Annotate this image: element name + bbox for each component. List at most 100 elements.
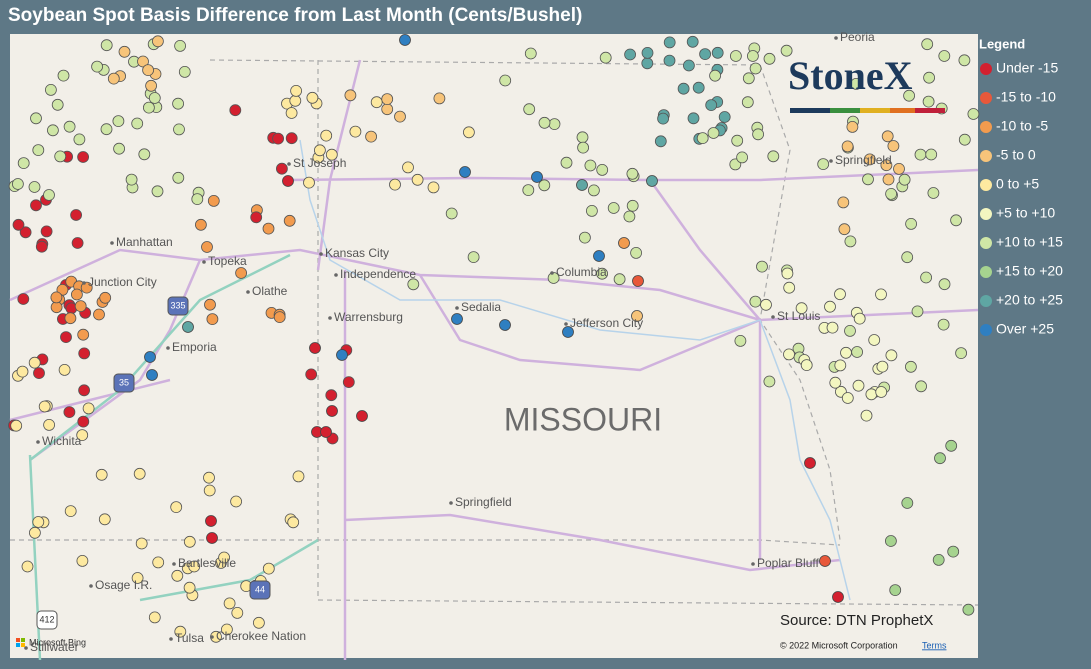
site-marker[interactable]: [524, 47, 537, 60]
site-marker[interactable]: [342, 376, 355, 389]
site-marker[interactable]: [349, 125, 362, 138]
terms-link[interactable]: Terms: [922, 640, 947, 650]
site-marker[interactable]: [43, 189, 55, 201]
site-marker[interactable]: [560, 156, 573, 169]
site-marker[interactable]: [863, 153, 876, 166]
site-marker[interactable]: [705, 99, 718, 111]
site-marker[interactable]: [914, 148, 927, 161]
site-marker[interactable]: [206, 532, 218, 544]
site-marker[interactable]: [499, 74, 512, 87]
site-marker[interactable]: [958, 133, 971, 146]
site-marker[interactable]: [306, 91, 319, 104]
site-marker[interactable]: [289, 94, 302, 107]
site-marker[interactable]: [78, 347, 91, 360]
site-marker[interactable]: [915, 380, 927, 393]
site-marker[interactable]: [937, 318, 950, 331]
site-marker[interactable]: [841, 140, 854, 153]
site-marker[interactable]: [938, 50, 951, 62]
site-marker[interactable]: [325, 389, 338, 402]
site-marker[interactable]: [394, 110, 406, 123]
site-marker[interactable]: [851, 346, 863, 358]
site-marker[interactable]: [576, 131, 589, 144]
site-marker[interactable]: [201, 241, 213, 253]
site-marker[interactable]: [850, 78, 863, 90]
site-marker[interactable]: [747, 50, 759, 62]
site-marker[interactable]: [137, 55, 149, 68]
site-marker[interactable]: [40, 225, 53, 238]
site-marker[interactable]: [230, 495, 243, 508]
site-marker[interactable]: [113, 142, 125, 155]
site-marker[interactable]: [43, 418, 55, 431]
site-marker[interactable]: [370, 96, 383, 109]
site-marker[interactable]: [838, 223, 851, 236]
site-marker[interactable]: [898, 173, 911, 186]
site-marker[interactable]: [178, 66, 191, 78]
site-marker[interactable]: [235, 267, 248, 279]
site-marker[interactable]: [596, 267, 608, 280]
site-marker[interactable]: [77, 151, 89, 163]
site-marker[interactable]: [191, 193, 204, 206]
site-marker[interactable]: [893, 162, 905, 175]
site-marker[interactable]: [641, 47, 654, 59]
site-marker[interactable]: [151, 35, 164, 48]
site-marker[interactable]: [624, 48, 636, 61]
site-marker[interactable]: [125, 173, 138, 186]
site-marker[interactable]: [262, 222, 275, 235]
site-marker[interactable]: [135, 537, 148, 550]
site-marker[interactable]: [921, 38, 934, 51]
site-marker[interactable]: [865, 388, 878, 401]
site-marker[interactable]: [922, 95, 935, 108]
site-marker[interactable]: [538, 179, 551, 192]
site-marker[interactable]: [499, 319, 511, 331]
site-marker[interactable]: [381, 103, 394, 116]
site-marker[interactable]: [781, 267, 794, 280]
site-marker[interactable]: [646, 175, 658, 187]
site-marker[interactable]: [734, 334, 747, 347]
site-marker[interactable]: [60, 331, 72, 344]
site-marker[interactable]: [903, 89, 915, 102]
site-marker[interactable]: [584, 159, 597, 172]
site-marker[interactable]: [32, 516, 45, 528]
site-marker[interactable]: [875, 288, 887, 301]
site-marker[interactable]: [77, 415, 90, 428]
site-marker[interactable]: [74, 300, 87, 313]
site-marker[interactable]: [832, 591, 844, 603]
site-marker[interactable]: [780, 44, 793, 57]
site-marker[interactable]: [402, 161, 414, 174]
site-marker[interactable]: [10, 419, 23, 432]
site-marker[interactable]: [677, 82, 690, 95]
site-marker[interactable]: [64, 312, 77, 325]
site-marker[interactable]: [229, 104, 242, 117]
site-marker[interactable]: [925, 148, 938, 161]
site-marker[interactable]: [577, 141, 589, 154]
site-marker[interactable]: [588, 184, 600, 197]
site-marker[interactable]: [834, 359, 847, 372]
site-marker[interactable]: [262, 562, 275, 575]
site-marker[interactable]: [29, 526, 41, 539]
site-marker[interactable]: [817, 158, 830, 171]
site-marker[interactable]: [30, 199, 42, 212]
site-marker[interactable]: [663, 54, 676, 67]
site-marker[interactable]: [78, 384, 90, 397]
site-marker[interactable]: [593, 250, 605, 262]
site-marker[interactable]: [290, 85, 303, 97]
site-marker[interactable]: [829, 376, 842, 389]
site-marker[interactable]: [45, 84, 57, 96]
site-marker[interactable]: [206, 313, 219, 326]
site-marker[interactable]: [325, 148, 338, 161]
site-marker[interactable]: [586, 204, 598, 217]
site-marker[interactable]: [699, 48, 711, 60]
site-marker[interactable]: [824, 300, 836, 313]
site-marker[interactable]: [860, 409, 873, 422]
site-marker[interactable]: [142, 101, 155, 114]
site-marker[interactable]: [934, 452, 946, 465]
site-marker[interactable]: [760, 298, 772, 311]
site-marker[interactable]: [344, 89, 357, 102]
site-marker[interactable]: [231, 607, 244, 619]
site-marker[interactable]: [172, 97, 185, 110]
site-marker[interactable]: [98, 513, 111, 526]
site-marker[interactable]: [576, 179, 588, 191]
site-marker[interactable]: [32, 144, 45, 157]
site-marker[interactable]: [313, 144, 326, 157]
site-marker[interactable]: [632, 275, 644, 287]
